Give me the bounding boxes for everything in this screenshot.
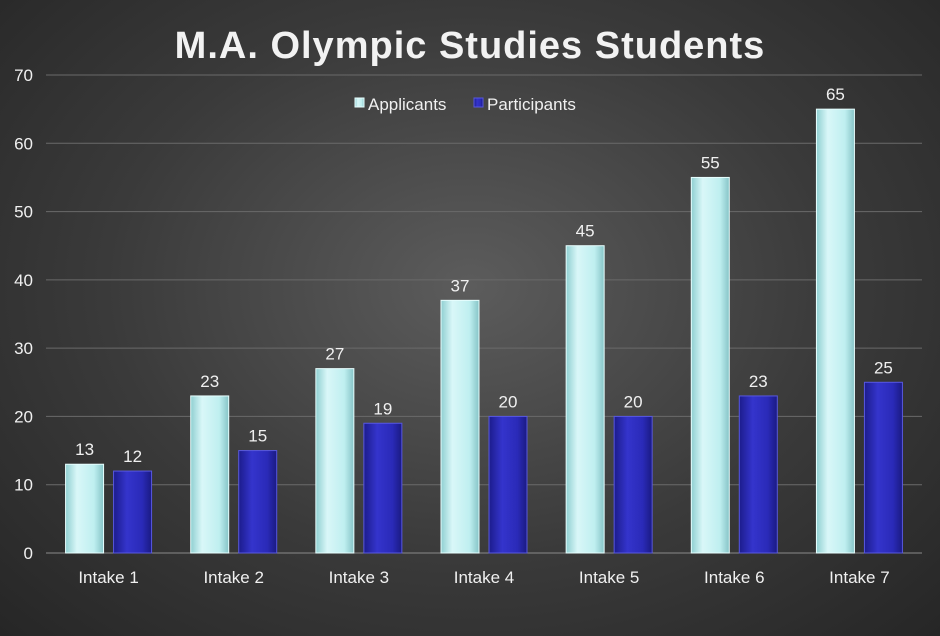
data-label: 20 (499, 392, 518, 411)
bar-applicants (440, 299, 480, 554)
legend: Applicants Participants (354, 95, 576, 114)
bar-applicants (65, 463, 105, 554)
gridlines (46, 74, 922, 554)
x-axis-categories: Intake 1 Intake 2 Intake 3 Intake 4 Intake 5… (78, 568, 889, 587)
data-label: 45 (576, 222, 595, 241)
data-label: 12 (123, 447, 142, 466)
bar-participants (613, 415, 653, 554)
chart-title: M.A. Olympic Studies Students (175, 25, 766, 67)
data-label: 55 (701, 153, 720, 172)
data-label: 19 (373, 399, 392, 418)
data-label: 23 (200, 372, 219, 391)
data-label: 27 (325, 345, 344, 364)
y-tick-label: 30 (14, 339, 33, 358)
bar-participants (363, 422, 403, 554)
x-category-label: Intake 1 (78, 568, 139, 587)
y-axis-ticks: 0 10 20 30 40 50 60 70 (14, 66, 33, 563)
data-label: 23 (749, 372, 768, 391)
data-labels: 13 12 23 15 27 19 37 20 45 20 55 23 65 25 (75, 85, 893, 466)
bar-applicants (690, 176, 730, 554)
data-label: 20 (624, 392, 643, 411)
data-label: 15 (248, 427, 267, 446)
bar-applicants (815, 108, 855, 554)
x-category-label: Intake 2 (203, 568, 264, 587)
legend-swatch (473, 97, 484, 108)
bar-applicants (565, 245, 605, 554)
legend-label: Applicants (368, 95, 446, 114)
x-category-label: Intake 7 (829, 568, 890, 587)
x-category-label: Intake 5 (579, 568, 640, 587)
x-category-label: Intake 6 (704, 568, 765, 587)
y-tick-label: 20 (14, 407, 33, 426)
data-label: 25 (874, 358, 893, 377)
y-tick-label: 70 (14, 66, 33, 85)
bars (65, 108, 903, 554)
bar-participants (488, 415, 528, 554)
y-tick-label: 60 (14, 134, 33, 153)
y-tick-label: 40 (14, 271, 33, 290)
data-label: 13 (75, 440, 94, 459)
x-category-label: Intake 3 (329, 568, 390, 587)
bar-applicants (315, 368, 355, 554)
legend-label: Participants (487, 95, 576, 114)
bar-applicants (190, 395, 230, 554)
legend-swatch (354, 97, 365, 108)
y-tick-label: 10 (14, 476, 33, 495)
bar-participants (738, 395, 778, 554)
y-tick-label: 0 (24, 544, 33, 563)
bar-participants (863, 381, 903, 554)
bar-participants (238, 450, 278, 554)
x-category-label: Intake 4 (454, 568, 515, 587)
data-label: 37 (451, 276, 470, 295)
data-label: 65 (826, 85, 845, 104)
y-tick-label: 50 (14, 203, 33, 222)
bar-participants (113, 470, 153, 554)
